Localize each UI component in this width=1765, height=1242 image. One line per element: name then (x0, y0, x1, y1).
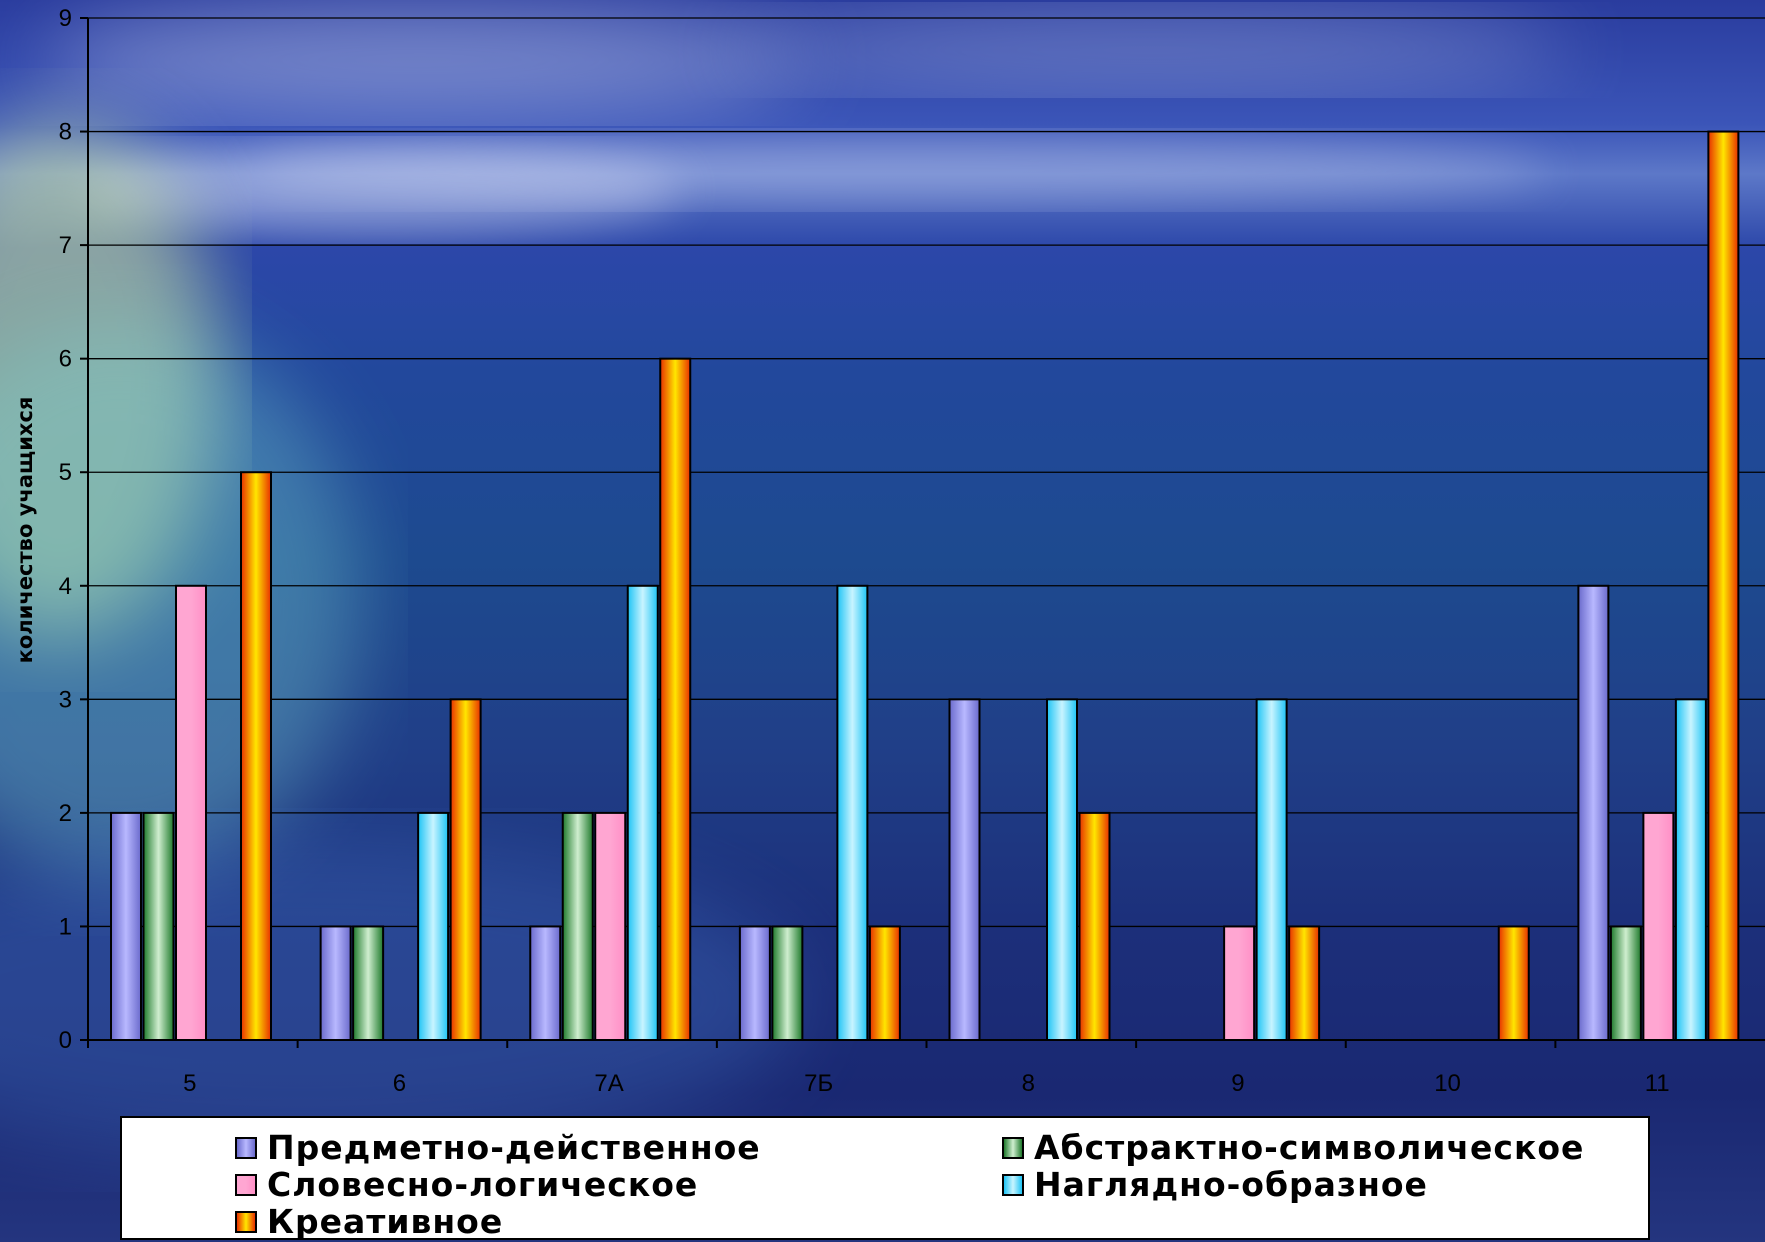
legend-item: Словесно-логическое (235, 1165, 698, 1204)
bar (529, 925, 562, 1042)
y-tick-label: 4 (59, 573, 72, 600)
x-tick-label: 10 (1434, 1070, 1461, 1097)
y-tick-label: 2 (59, 800, 72, 827)
bar (868, 925, 901, 1042)
bar (240, 471, 272, 1041)
legend-swatch (235, 1173, 257, 1196)
x-tick-label: 7Б (804, 1070, 833, 1097)
legend-swatch (235, 1210, 257, 1233)
legend-label: Предметно-действенное (267, 1128, 761, 1167)
y-tick-label: 5 (59, 459, 72, 486)
y-tick-label: 6 (59, 346, 72, 373)
bar (594, 811, 627, 1042)
bar (1577, 584, 1610, 1041)
bar (1255, 698, 1288, 1041)
legend-label: Наглядно-образное (1034, 1165, 1428, 1204)
x-tick-label: 5 (183, 1070, 196, 1097)
legend-swatch (1002, 1173, 1024, 1196)
x-tick-label: 7А (594, 1070, 623, 1097)
bar (1642, 811, 1675, 1042)
bar (1078, 811, 1111, 1042)
bar (1046, 698, 1078, 1041)
legend-item: Наглядно-образное (1002, 1165, 1428, 1204)
legend-swatch (235, 1136, 257, 1159)
legend-label: Креативное (267, 1202, 504, 1241)
bar (1609, 925, 1642, 1042)
bars (110, 130, 1740, 1042)
legend-label: Абстрактно-символическое (1034, 1128, 1585, 1167)
legend-item: Абстрактно-символическое (1002, 1128, 1584, 1167)
bar (142, 811, 175, 1042)
y-tick-label: 7 (59, 232, 72, 259)
bar (110, 811, 142, 1042)
bar (1674, 698, 1707, 1041)
y-tick-label: 8 (59, 119, 72, 146)
bar (1223, 925, 1256, 1042)
bar (836, 584, 869, 1041)
x-tick-label: 11 (1645, 1070, 1670, 1097)
x-tick-label: 9 (1231, 1070, 1244, 1097)
y-tick-label: 0 (59, 1027, 72, 1054)
bar (449, 698, 482, 1041)
bar (352, 925, 385, 1042)
y-tick-label: 9 (59, 5, 72, 32)
legend-item: Предметно-действенное (235, 1128, 761, 1167)
y-axis-label: количество учащихся (13, 397, 37, 664)
bar (1497, 925, 1530, 1042)
legend-swatch (1002, 1136, 1024, 1159)
bar (1707, 130, 1740, 1042)
gridlines (88, 17, 1765, 928)
legend: Предметно-действенное Абстрактно-символи… (120, 1116, 1650, 1241)
bar (175, 584, 207, 1041)
bar (738, 925, 771, 1042)
bar (626, 584, 659, 1041)
bar (319, 925, 352, 1042)
x-tick-label: 6 (393, 1070, 406, 1097)
y-tick-label: 3 (59, 686, 72, 713)
bar (771, 925, 804, 1042)
bar (948, 698, 981, 1041)
x-tick-label: 8 (1022, 1070, 1035, 1097)
y-tick-label: 1 (59, 913, 72, 940)
legend-item: Креативное (235, 1202, 503, 1241)
legend-label: Словесно-логическое (267, 1165, 699, 1204)
bar (659, 357, 692, 1041)
axes: 0 1 2 3 4 5 6 7 8 9 5 6 7А 7Б 8 9 10 11 (59, 5, 1765, 1097)
bar (417, 811, 450, 1042)
bar (1288, 925, 1321, 1042)
bar (561, 811, 594, 1042)
